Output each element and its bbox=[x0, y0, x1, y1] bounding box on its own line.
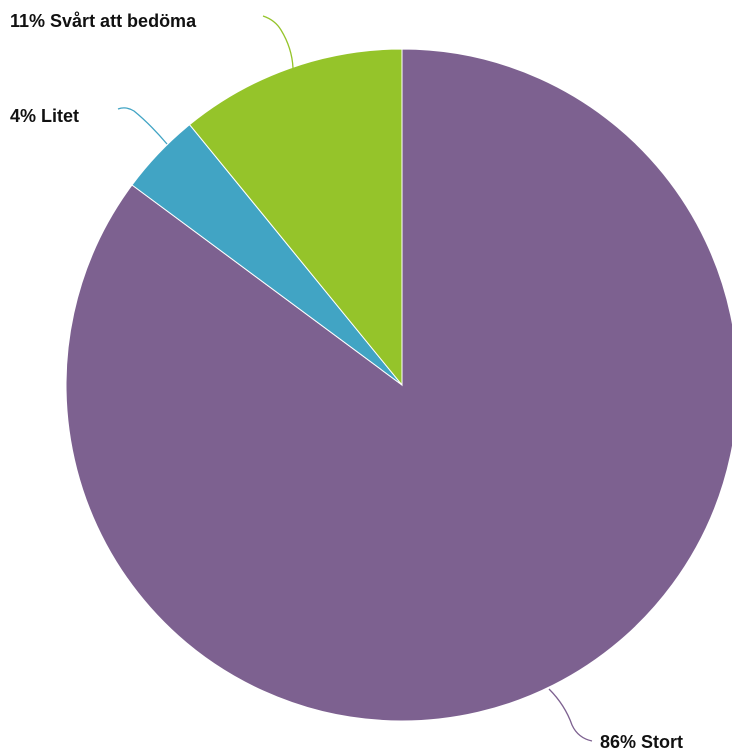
data-label-stort: 86% Stort bbox=[600, 732, 683, 752]
pie-slice-stort bbox=[65, 48, 732, 722]
data-label-svart-att-bedoma: 11% Svårt att bedöma bbox=[10, 11, 197, 31]
leader-line-svart-att-bedoma bbox=[262, 15, 294, 69]
data-labels: 86% Stort 4% Litet 11% Svårt att bedöma bbox=[10, 11, 683, 752]
data-label-litet: 4% Litet bbox=[10, 106, 79, 126]
pie-slice-svart-att-bedoma bbox=[188, 48, 403, 387]
pie-slices bbox=[65, 48, 732, 722]
leader-line-litet bbox=[117, 107, 168, 145]
leader-line-stort bbox=[548, 688, 593, 742]
leader-lines bbox=[117, 15, 593, 742]
